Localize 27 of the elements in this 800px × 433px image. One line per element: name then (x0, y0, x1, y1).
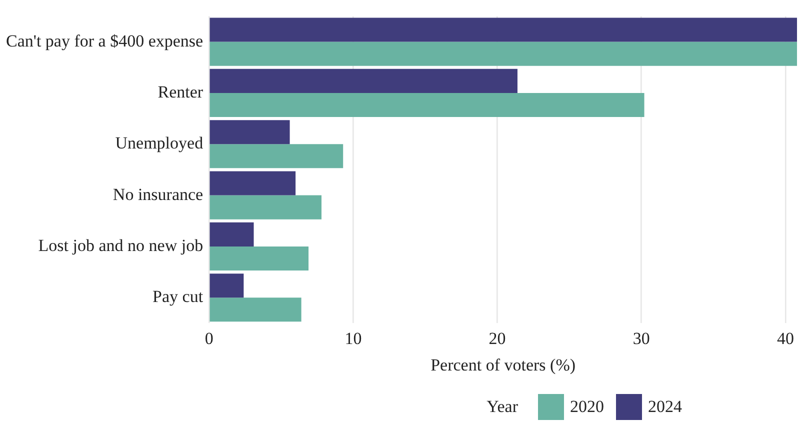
bar (210, 92, 644, 117)
bar (210, 298, 302, 322)
x-axis-title: Percent of voters (%) (430, 355, 576, 374)
bar (210, 18, 798, 42)
x-tick-label: 20 (488, 328, 506, 348)
y-tick-label: Lost job and no new job (38, 236, 204, 255)
bar (210, 120, 290, 144)
legend-label: 2020 (570, 397, 604, 417)
y-tick-label: Renter (158, 82, 204, 102)
y-tick-label: Pay cut (152, 287, 204, 306)
y-tick-label: Can't pay for a $400 expense (6, 31, 204, 50)
x-tick-label: 30 (632, 328, 650, 348)
x-tick-label: 0 (204, 328, 214, 348)
bar (210, 195, 322, 220)
bar (210, 68, 518, 93)
bar (210, 246, 309, 270)
bar (210, 222, 254, 246)
y-tick-label: No insurance (112, 184, 204, 204)
y-tick-label: Unemployed (115, 134, 204, 153)
bar (210, 171, 296, 196)
legend-title: Year (486, 397, 518, 417)
bar (210, 274, 244, 298)
x-tick-label: 40 (777, 328, 794, 348)
bar (210, 144, 344, 168)
x-tick-label: 10 (344, 328, 362, 348)
bar (210, 42, 798, 66)
legend-label: 2024 (648, 397, 682, 417)
